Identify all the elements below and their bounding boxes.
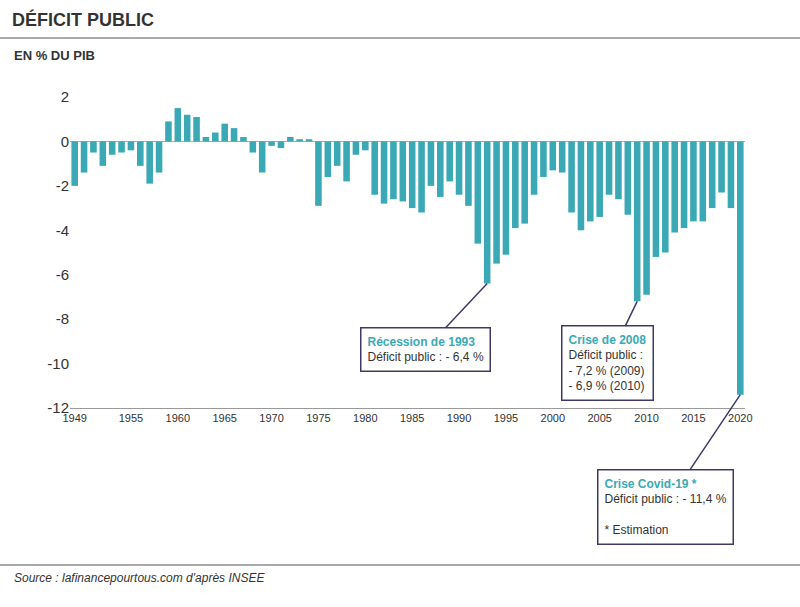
svg-text:1965: 1965 bbox=[212, 412, 236, 424]
svg-text:1975: 1975 bbox=[306, 412, 330, 424]
svg-text:1960: 1960 bbox=[166, 412, 190, 424]
svg-text:-12: -12 bbox=[47, 399, 69, 416]
svg-text:1985: 1985 bbox=[400, 412, 424, 424]
svg-text:0: 0 bbox=[61, 133, 69, 150]
svg-text:Crise Covid-19 *Déficit public: Crise Covid-19 *Déficit public : - 11,4 … bbox=[605, 477, 727, 538]
svg-text:-2: -2 bbox=[56, 177, 69, 194]
svg-text:2000: 2000 bbox=[541, 412, 565, 424]
svg-text:Source : lafinancepourtous.com: Source : lafinancepourtous.com d'après I… bbox=[14, 571, 265, 585]
svg-text:1980: 1980 bbox=[353, 412, 377, 424]
svg-text:1949: 1949 bbox=[62, 412, 86, 424]
svg-text:DÉFICIT PUBLIC: DÉFICIT PUBLIC bbox=[12, 9, 154, 30]
svg-text:-8: -8 bbox=[56, 310, 69, 327]
svg-text:Crise de 2008Déficit public :-: Crise de 2008Déficit public :- 7,2 % (20… bbox=[569, 333, 647, 394]
svg-text:2005: 2005 bbox=[587, 412, 611, 424]
svg-text:-10: -10 bbox=[47, 355, 69, 372]
svg-text:1995: 1995 bbox=[494, 412, 518, 424]
svg-text:2015: 2015 bbox=[681, 412, 705, 424]
svg-text:EN % DU PIB: EN % DU PIB bbox=[14, 48, 95, 63]
svg-text:1970: 1970 bbox=[259, 412, 283, 424]
svg-text:1955: 1955 bbox=[119, 412, 143, 424]
svg-text:Récession de 1993Déficit publi: Récession de 1993Déficit public : - 6,4 … bbox=[368, 335, 484, 365]
svg-text:2010: 2010 bbox=[634, 412, 658, 424]
svg-text:-6: -6 bbox=[56, 266, 69, 283]
svg-text:1990: 1990 bbox=[447, 412, 471, 424]
svg-text:2: 2 bbox=[61, 88, 69, 105]
svg-text:-4: -4 bbox=[56, 222, 69, 239]
svg-text:2020: 2020 bbox=[728, 412, 752, 424]
